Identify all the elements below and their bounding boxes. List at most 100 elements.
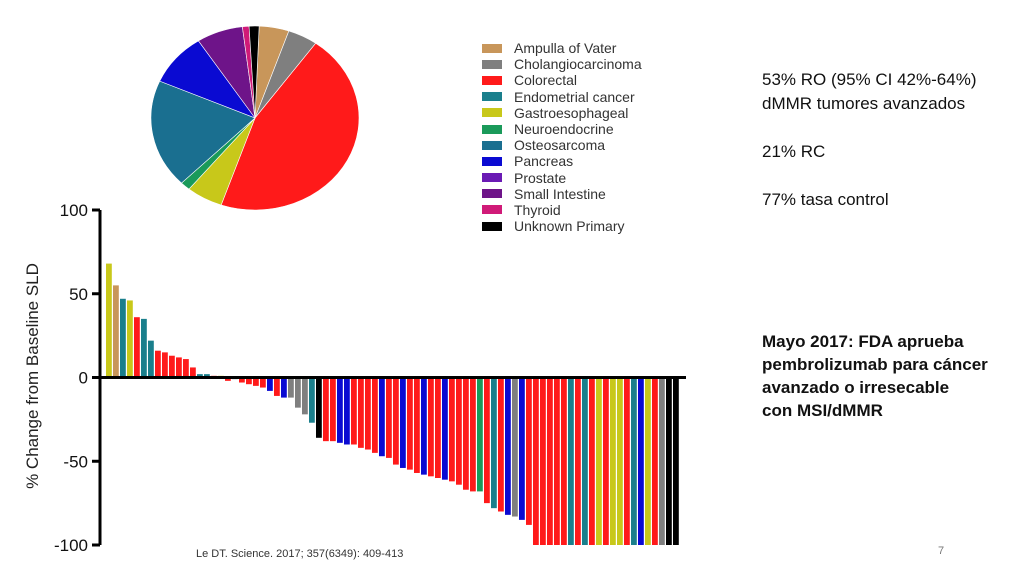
waterfall-bar <box>281 377 287 398</box>
waterfall-bar <box>372 377 378 453</box>
pie-slice-unknown-primary <box>248 25 260 119</box>
citation: Le DT. Science. 2017; 357(6349): 409-413 <box>196 548 404 560</box>
legend-item-small-intestine: Small Intestine <box>482 186 642 202</box>
waterfall-bar <box>239 377 245 383</box>
waterfall-bar <box>274 377 280 396</box>
waterfall-bar <box>351 377 357 445</box>
note-line-4: con MSI/dMMR <box>762 401 883 420</box>
legend-swatch <box>482 124 502 134</box>
legend-label: Thyroid <box>514 201 561 218</box>
waterfall-bar <box>344 377 350 445</box>
y-tick-label: 100 <box>60 201 88 220</box>
waterfall-bar <box>477 377 483 492</box>
y-tick-label: -100 <box>54 536 88 555</box>
legend-item-unknown-primary: Unknown Primary <box>482 218 642 234</box>
waterfall-bar <box>575 377 581 545</box>
waterfall-bar <box>162 352 168 378</box>
waterfall-bar <box>624 377 630 545</box>
waterfall-bar <box>134 317 140 378</box>
waterfall-bar <box>491 377 497 509</box>
waterfall-bar <box>428 377 434 477</box>
legend-swatch <box>482 156 502 166</box>
waterfall-bar <box>309 377 315 423</box>
legend-label: Gastroesophageal <box>514 104 629 121</box>
waterfall-bar <box>253 377 259 386</box>
waterfall-bar <box>470 377 476 492</box>
waterfall-bar <box>190 367 196 378</box>
y-tick-label: -50 <box>63 452 88 471</box>
response-stats: 53% RO (95% CI 42%-64%) dMMR tumores ava… <box>762 68 976 212</box>
tumor-type-legend: Ampulla of Vater Cholangiocarcinoma Colore… <box>482 40 642 234</box>
waterfall-bar <box>505 377 511 515</box>
note-line-3: avanzado o irresecable <box>762 378 950 397</box>
slide-number: 7 <box>938 545 945 557</box>
waterfall-bar <box>645 377 651 545</box>
waterfall-bar-chart: % Change from Baseline SLD 100 50 0 -50 -100 <box>23 201 686 555</box>
waterfall-bar <box>540 377 546 545</box>
legend-item-pancreas: Pancreas <box>482 153 642 169</box>
legend-swatch <box>482 189 502 199</box>
waterfall-bar <box>127 300 133 378</box>
waterfall-bar <box>666 377 672 545</box>
tumor-type-pie-chart <box>150 25 360 211</box>
waterfall-bar <box>120 298 126 378</box>
waterfall-bar <box>358 377 364 448</box>
legend-label: Small Intestine <box>514 185 606 202</box>
waterfall-bar <box>260 377 266 388</box>
waterfall-bar <box>638 377 644 545</box>
waterfall-bar <box>400 377 406 468</box>
pie-slice-osteosarcoma <box>150 80 256 184</box>
legend-label: Ampulla of Vater <box>514 40 617 57</box>
waterfall-bar <box>631 377 637 545</box>
legend-item-gastroesophageal: Gastroesophageal <box>482 105 642 121</box>
waterfall-bar <box>442 377 448 480</box>
legend-label: Colorectal <box>514 72 578 89</box>
waterfall-bar <box>449 377 455 482</box>
waterfall-bar <box>652 377 658 545</box>
orr-text: 53% RO (95% CI 42%-64%) <box>762 70 977 89</box>
y-axis-label: % Change from Baseline SLD <box>23 263 42 489</box>
legend-swatch <box>482 75 502 85</box>
waterfall-bar <box>302 377 308 415</box>
waterfall-bar <box>113 285 119 378</box>
waterfall-bar <box>512 377 518 517</box>
legend-label: Endometrial cancer <box>514 88 635 105</box>
waterfall-bar <box>568 377 574 545</box>
orr-description: dMMR tumores avanzados <box>762 94 966 113</box>
legend-label: Osteosarcoma <box>514 137 606 154</box>
y-tick-label: 0 <box>79 369 88 388</box>
waterfall-bar <box>246 377 252 385</box>
dcr-text: 77% tasa control <box>762 190 889 209</box>
legend-item-neuroendocrine: Neuroendocrine <box>482 121 642 137</box>
waterfall-bar <box>379 377 385 457</box>
legend-item-ampulla-of-vater: Ampulla of Vater <box>482 40 642 56</box>
waterfall-bar <box>533 377 539 545</box>
legend-label: Unknown Primary <box>514 218 625 235</box>
legend-item-thyroid: Thyroid <box>482 202 642 218</box>
waterfall-bar <box>225 377 231 381</box>
pie-slice-colorectal <box>220 42 360 211</box>
waterfall-bar <box>589 377 595 545</box>
waterfall-bar <box>596 377 602 545</box>
waterfall-bar <box>288 377 294 398</box>
waterfall-bar <box>673 377 679 545</box>
legend-label: Neuroendocrine <box>514 121 614 138</box>
legend-swatch <box>482 59 502 69</box>
waterfall-bar <box>659 377 665 545</box>
legend-item-endometrial-cancer: Endometrial cancer <box>482 89 642 105</box>
legend-item-osteosarcoma: Osteosarcoma <box>482 137 642 153</box>
waterfall-bar <box>148 340 154 378</box>
waterfall-bar <box>414 377 420 473</box>
waterfall-bar <box>456 377 462 485</box>
waterfall-bar <box>106 263 112 378</box>
legend-swatch <box>482 140 502 150</box>
waterfall-bar <box>183 359 189 378</box>
waterfall-bar <box>337 377 343 443</box>
waterfall-bar <box>386 377 392 458</box>
waterfall-bar <box>617 377 623 545</box>
legend-item-colorectal: Colorectal <box>482 72 642 88</box>
legend-swatch <box>482 221 502 231</box>
waterfall-bar <box>463 377 469 490</box>
note-line-2: pembrolizumab para cáncer <box>762 355 988 374</box>
waterfall-bar <box>610 377 616 545</box>
